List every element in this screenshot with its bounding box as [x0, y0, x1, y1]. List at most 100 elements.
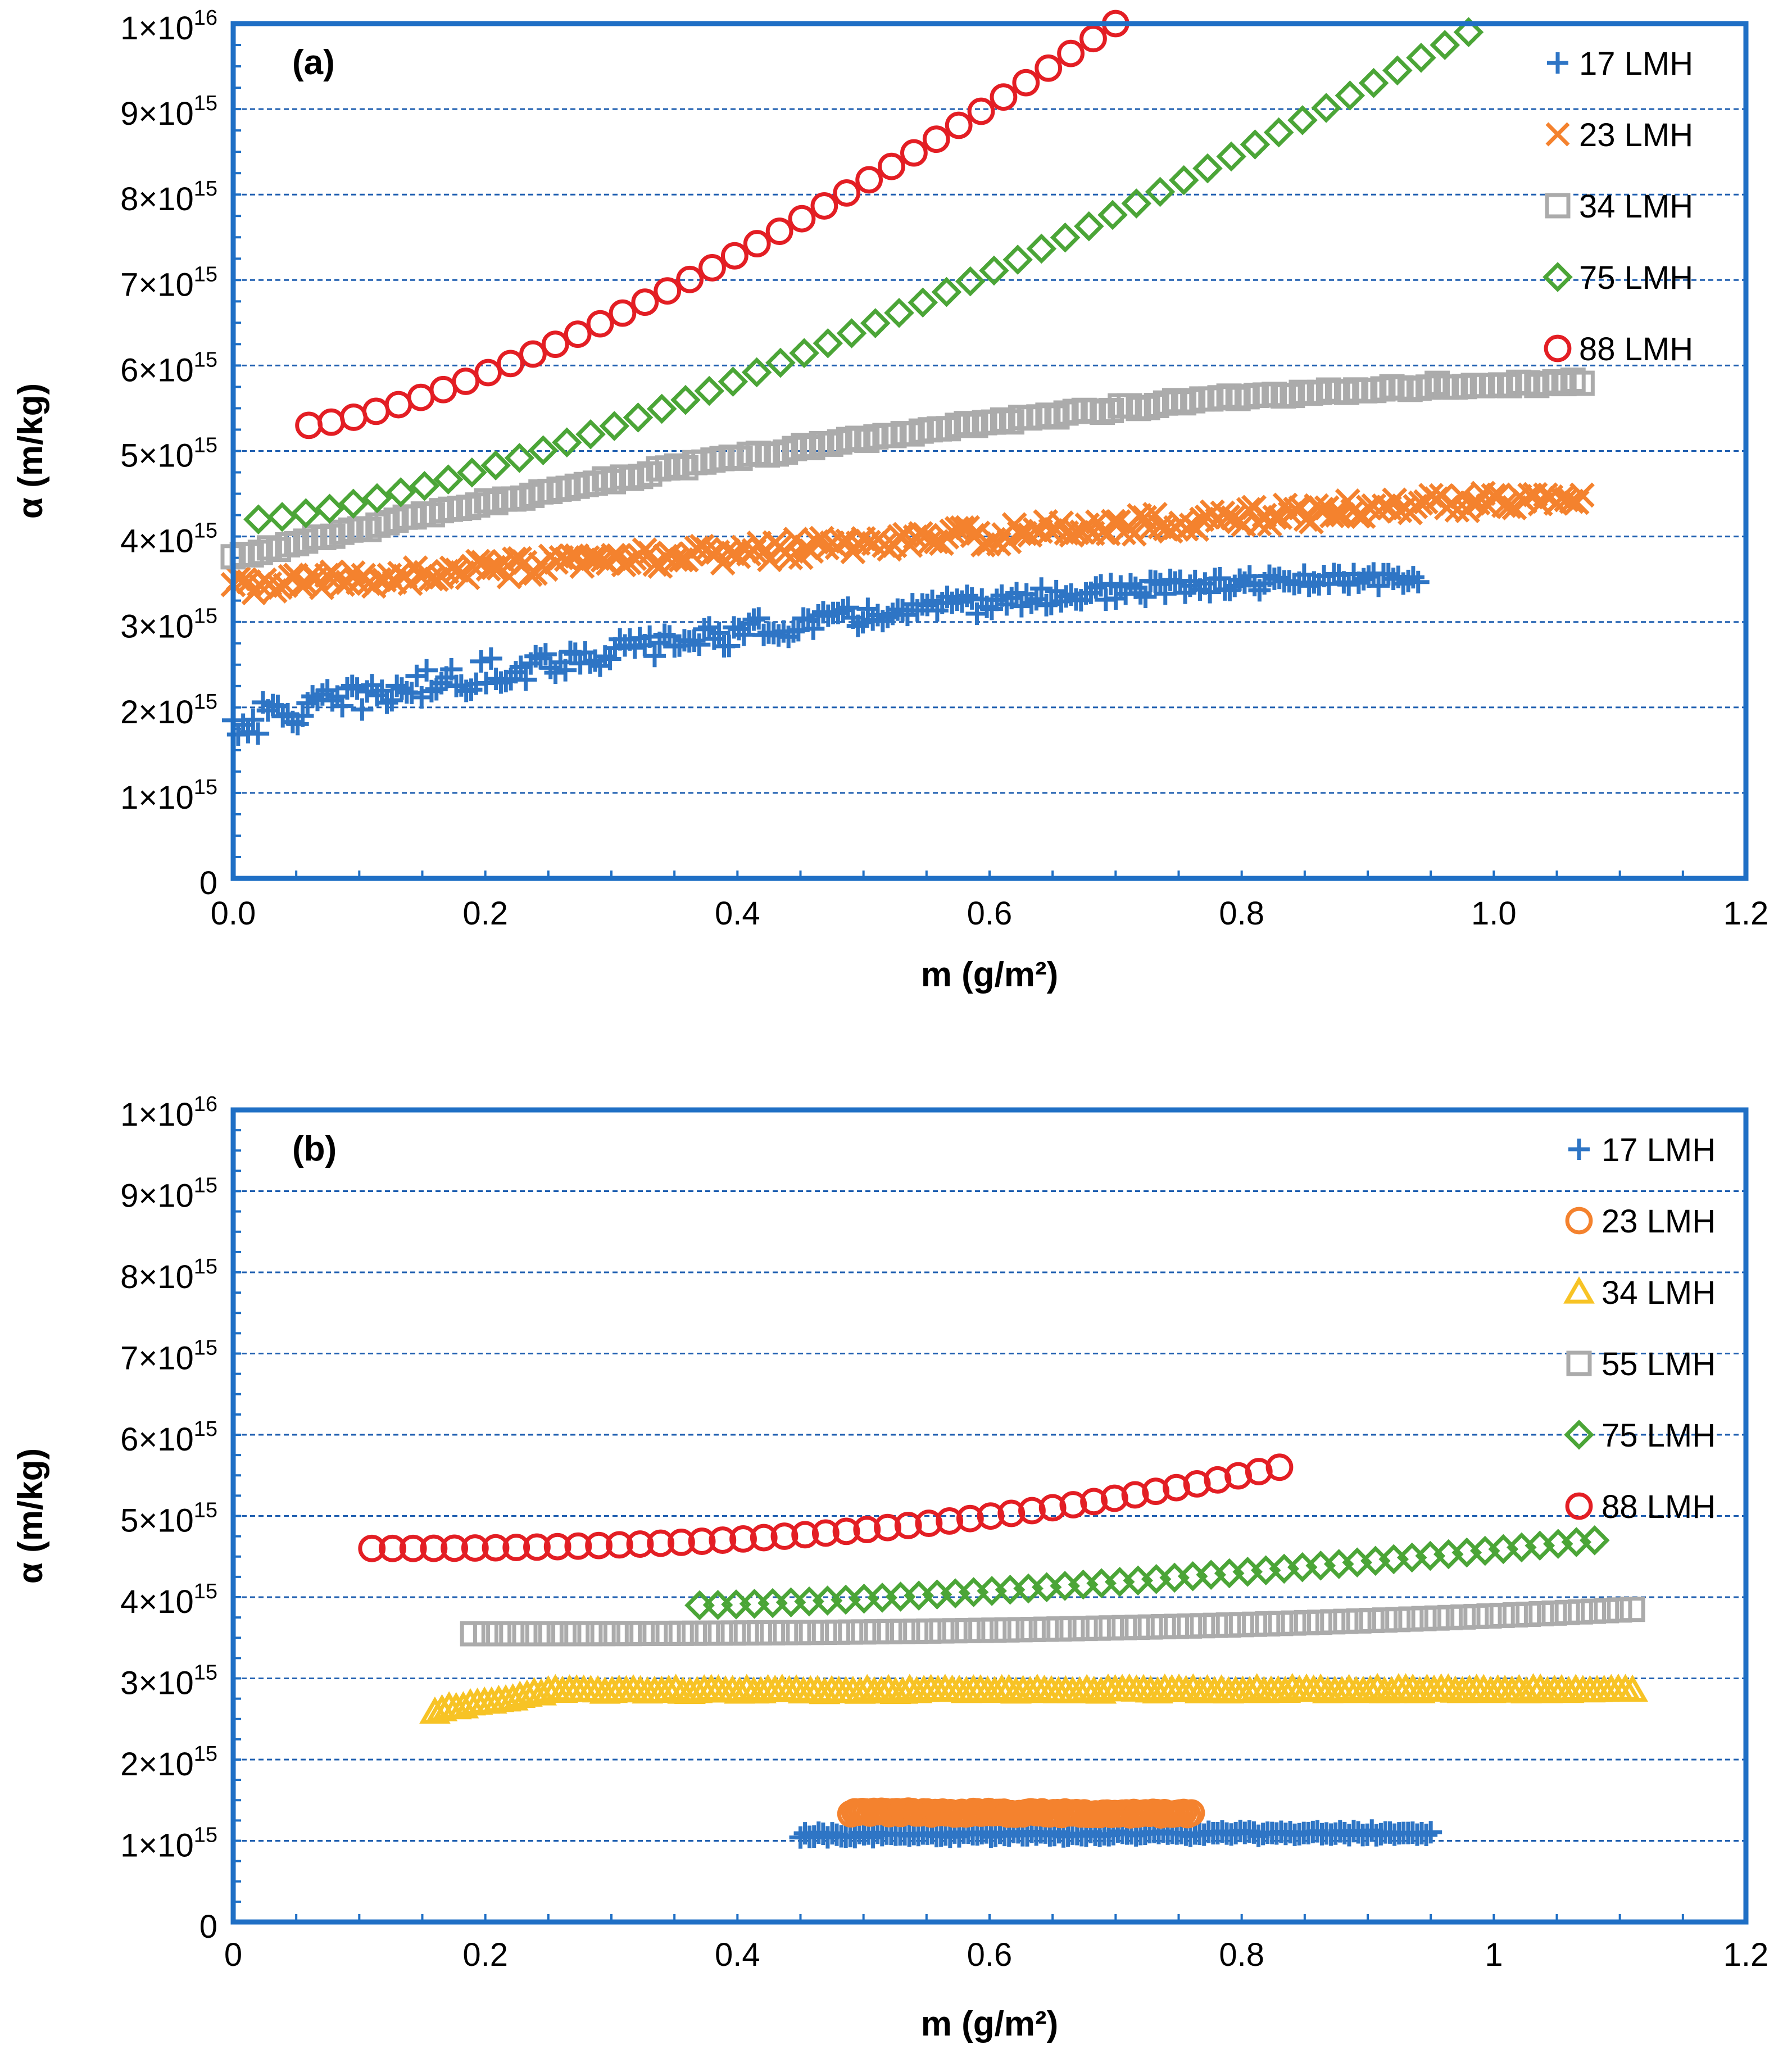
data-point	[1145, 176, 1176, 207]
data-point	[884, 297, 914, 328]
data-point	[874, 1513, 901, 1542]
panel-label: (a)	[292, 43, 335, 82]
data-point	[1153, 516, 1178, 542]
data-point	[1020, 591, 1043, 614]
data-point	[993, 1674, 1025, 1701]
data-point	[1437, 1604, 1463, 1630]
data-point	[1528, 1601, 1554, 1626]
x-tick-label: 0.6	[967, 1937, 1013, 1973]
data-point	[1178, 574, 1201, 597]
plot-frame	[230, 21, 1749, 881]
legend-marker	[1566, 1350, 1592, 1376]
data-point	[541, 330, 569, 359]
data-point	[977, 1502, 1005, 1530]
data-point	[247, 722, 270, 745]
data-point	[1407, 570, 1430, 593]
data-point	[1489, 1602, 1515, 1628]
data-point	[479, 647, 502, 670]
x-tick-label: 0	[224, 1937, 242, 1973]
data-point	[1541, 1600, 1567, 1626]
data-point	[1554, 1599, 1580, 1625]
data-point	[1154, 582, 1177, 605]
data-point	[903, 1619, 929, 1644]
data-point	[1377, 563, 1400, 586]
data-point	[519, 340, 547, 368]
data-point	[603, 1621, 629, 1647]
legend-label: 75 LMH	[1579, 260, 1693, 296]
x-tick-label: 0.2	[462, 1937, 508, 1973]
data-point	[523, 1533, 551, 1561]
data-point	[1453, 17, 1484, 48]
data-point	[1216, 141, 1246, 172]
data-point	[720, 242, 748, 270]
data-point	[684, 535, 710, 561]
y-tick-label: 5×1015	[120, 434, 217, 474]
y-tick-label: 6×1015	[120, 1417, 217, 1458]
data-point	[598, 647, 621, 670]
data-point	[1050, 222, 1081, 253]
data-point	[810, 192, 838, 220]
x-tick-label: 1	[1485, 1937, 1503, 1973]
data-point	[945, 111, 973, 139]
data-point	[1033, 1616, 1059, 1642]
data-point	[529, 647, 552, 670]
legend-marker	[1568, 1139, 1590, 1160]
data-point	[351, 698, 374, 721]
legend-marker	[1563, 1276, 1595, 1304]
data-point	[668, 1620, 694, 1646]
data-point	[1432, 1673, 1464, 1701]
y-tick-label: 4×1015	[120, 1580, 217, 1620]
data-point	[1121, 1481, 1149, 1509]
data-point	[543, 1533, 571, 1561]
legend: 17 LMH 23 LMH 34 LMH 55 LMH 75 LMH 88 LMH	[1563, 1132, 1716, 1525]
data-point	[1525, 1673, 1557, 1701]
legend-label: 88 LMH	[1602, 1489, 1716, 1525]
data-point	[470, 650, 493, 673]
data-point	[1444, 497, 1470, 523]
data-point	[1046, 1616, 1072, 1642]
y-tick-label: 6×1015	[120, 348, 217, 388]
data-point	[457, 457, 487, 488]
data-point	[698, 254, 726, 282]
legend-marker	[1545, 122, 1570, 147]
data-point	[385, 477, 416, 507]
data-point	[1617, 1674, 1648, 1702]
data-point	[1335, 80, 1365, 111]
y-tick-label: 5×1015	[120, 1499, 217, 1539]
data-point	[646, 393, 677, 424]
data-point	[643, 645, 666, 668]
legend-marker	[1565, 1207, 1593, 1235]
data-point	[514, 668, 537, 691]
data-point	[1059, 1491, 1087, 1518]
data-point	[813, 328, 843, 359]
data-point	[1168, 165, 1199, 196]
legend-label: 88 LMH	[1579, 331, 1693, 368]
data-point	[733, 1620, 759, 1646]
data-point	[1002, 244, 1033, 275]
data-point	[1190, 1613, 1215, 1639]
data-point	[1463, 1603, 1489, 1629]
data-point	[1411, 1606, 1437, 1631]
data-point	[474, 359, 502, 387]
data-point	[554, 659, 577, 682]
data-point	[1121, 521, 1147, 547]
data-point	[1287, 105, 1318, 135]
data-point	[1026, 233, 1057, 264]
data-point	[1346, 1608, 1372, 1634]
legend-label: 34 LMH	[1602, 1275, 1716, 1311]
data-point	[670, 384, 701, 415]
data-point	[864, 1619, 890, 1645]
data-point	[338, 488, 369, 519]
y-tick-label: 0	[199, 1909, 217, 1945]
data-point	[1619, 1597, 1645, 1622]
data-point	[544, 661, 567, 685]
data-point	[409, 470, 440, 501]
data-point	[465, 549, 491, 574]
data-point	[1430, 30, 1460, 60]
data-point	[746, 1620, 772, 1646]
data-point	[575, 419, 606, 450]
data-point	[502, 1534, 530, 1561]
data-point	[1074, 211, 1104, 242]
data-point	[291, 498, 321, 529]
data-point	[577, 1621, 603, 1647]
